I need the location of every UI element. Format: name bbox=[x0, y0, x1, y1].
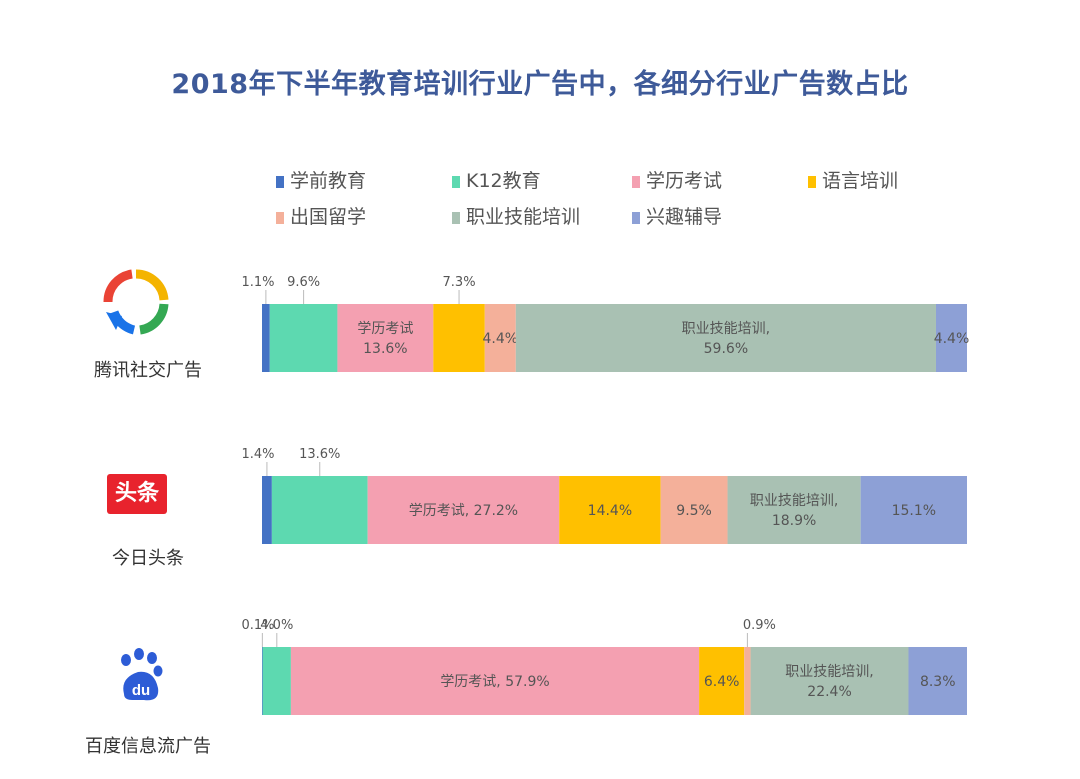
bar-segment bbox=[337, 304, 434, 372]
data-label: 职业技能培训, 59.6% bbox=[682, 321, 770, 357]
bar-segment bbox=[908, 647, 967, 715]
legend-item-6: 兴趣辅导 bbox=[632, 202, 722, 229]
legend-swatch bbox=[808, 175, 816, 188]
bar-segment bbox=[433, 304, 485, 372]
legend-item-4: 出国留学 bbox=[276, 202, 366, 229]
legend-swatch bbox=[632, 211, 640, 224]
bar-segment bbox=[484, 304, 516, 372]
data-label: 职业技能培训, 18.9% bbox=[750, 493, 838, 529]
bar-segment bbox=[367, 476, 560, 544]
bar-segment bbox=[860, 476, 967, 544]
bar-segment bbox=[271, 476, 368, 544]
bar-segment bbox=[290, 647, 700, 715]
legend-label: 兴趣辅导 bbox=[646, 206, 723, 228]
row-label-tencent: 腾讯社交广告 bbox=[94, 360, 202, 381]
legend-item-5: 职业技能培训 bbox=[452, 202, 580, 229]
legend-item-2: 学历考试 bbox=[632, 166, 722, 193]
bar-segment bbox=[515, 304, 936, 372]
data-label: 7.3% bbox=[443, 275, 476, 290]
legend-label: 职业技能培训 bbox=[466, 206, 581, 228]
data-label: 6.4% bbox=[704, 674, 740, 690]
legend-label: K12教育 bbox=[466, 170, 541, 192]
data-label: 4.0% bbox=[260, 618, 293, 633]
data-label: 13.6% bbox=[299, 447, 340, 462]
bar-segment bbox=[750, 647, 909, 715]
baidu-paw-logo: du bbox=[121, 648, 163, 701]
legend-label: 语言培训 bbox=[822, 170, 899, 192]
bar-segment bbox=[269, 304, 338, 372]
bar-segment bbox=[935, 304, 967, 372]
bar-segment bbox=[262, 476, 272, 544]
bar-segment bbox=[262, 647, 291, 715]
data-label: 9.6% bbox=[287, 275, 320, 290]
data-label: 14.4% bbox=[588, 503, 632, 519]
legend-label: 学历考试 bbox=[646, 170, 723, 192]
bar-segment bbox=[727, 476, 861, 544]
data-label: 8.3% bbox=[920, 674, 956, 690]
bar-segment bbox=[660, 476, 728, 544]
data-label: 4.4% bbox=[934, 331, 970, 347]
row-label-baidu: 百度信息流广告 bbox=[85, 736, 211, 757]
legend-item-3: 语言培训 bbox=[808, 166, 898, 193]
bar-segment bbox=[699, 647, 745, 715]
bar-segment bbox=[559, 476, 661, 544]
legend-label: 出国留学 bbox=[290, 206, 367, 228]
toutiao-logo-text: 头条 bbox=[114, 481, 159, 506]
data-label: 职业技能培训, 22.4% bbox=[785, 664, 873, 700]
data-label: 9.5% bbox=[676, 503, 712, 519]
data-label: 15.1% bbox=[892, 503, 936, 519]
tencent-social-ads-logo bbox=[103, 269, 169, 335]
legend-swatch bbox=[452, 175, 460, 188]
legend-label: 学前教育 bbox=[290, 170, 367, 192]
legend-swatch bbox=[276, 211, 284, 224]
toutiao-logo: 头条 bbox=[107, 474, 167, 514]
legend-swatch bbox=[632, 175, 640, 188]
row-label-toutiao: 今日头条 bbox=[112, 548, 184, 569]
legend-item-0: 学前教育 bbox=[276, 166, 366, 193]
data-label: 4.4% bbox=[483, 331, 519, 347]
data-label: 学历考试, 57.9% bbox=[440, 674, 549, 690]
baidu-logo-text: du bbox=[132, 682, 150, 699]
bar-segment bbox=[262, 304, 270, 372]
data-label: 0.9% bbox=[743, 618, 776, 633]
chart-title: 2018年下半年教育培训行业广告中，各细分行业广告数占比 bbox=[171, 69, 909, 100]
data-label: 1.1% bbox=[241, 275, 274, 290]
bar-segment bbox=[262, 647, 263, 715]
legend-item-1: K12教育 bbox=[452, 166, 541, 193]
legend-swatch bbox=[276, 175, 284, 188]
data-label: 1.4% bbox=[241, 447, 274, 462]
data-label: 学历考试, 27.2% bbox=[409, 503, 518, 519]
bar-segment bbox=[744, 647, 751, 715]
data-label: 学历考试 13.6% bbox=[357, 321, 413, 357]
legend-swatch bbox=[452, 211, 460, 224]
data-label: 0.1% bbox=[241, 618, 274, 633]
